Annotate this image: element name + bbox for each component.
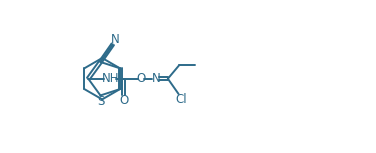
Text: O: O xyxy=(119,94,129,107)
Text: NH: NH xyxy=(102,72,119,85)
Text: N: N xyxy=(152,72,161,85)
Text: O: O xyxy=(137,72,146,85)
Text: N: N xyxy=(111,33,119,46)
Text: Cl: Cl xyxy=(175,93,187,106)
Text: S: S xyxy=(97,95,105,108)
